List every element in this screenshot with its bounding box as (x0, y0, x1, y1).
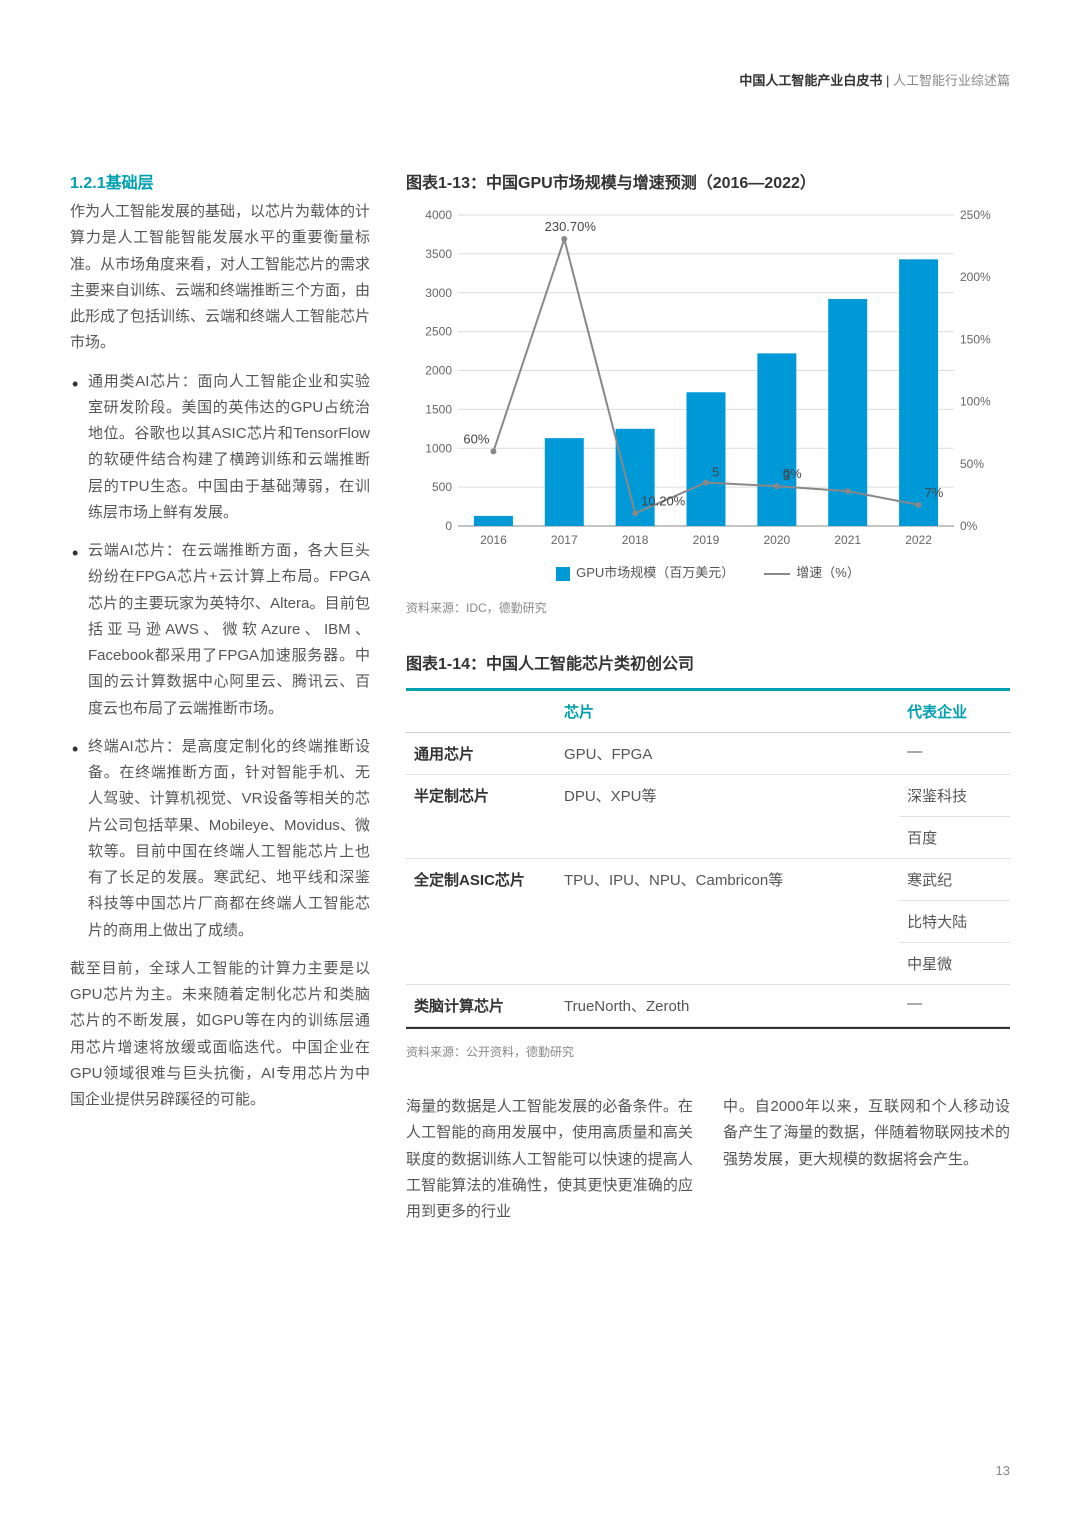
company-cell: 比特大陆 (899, 901, 1010, 943)
chip-table: 芯片代表企业通用芯片GPU、FPGA—半定制芯片DPU、XPU等深鉴科技百度全定… (406, 691, 1010, 1027)
table-header (406, 691, 556, 733)
svg-text:50%: 50% (960, 457, 984, 471)
company-cell: — (899, 733, 1010, 775)
chip-cell: GPU、FPGA (556, 733, 899, 775)
table-bottom-rule (406, 1027, 1010, 1029)
section-heading: 1.2.1基础层 (70, 169, 370, 193)
chart-legend: GPU市场规模（百万美元） 增速（%） (406, 562, 1010, 581)
main-columns: 1.2.1基础层 作为人工智能发展的基础，以芯片为载体的计算力是人工智能智能发展… (70, 169, 1010, 1225)
svg-text:2500: 2500 (425, 325, 452, 339)
bottom-paragraphs: 海量的数据是人工智能发展的必备条件。在人工智能的商用发展中，使用高质量和高关联度… (406, 1094, 1010, 1225)
page: 中国人工智能产业白皮书 | 人工智能行业综述篇 1.2.1基础层 作为人工智能发… (0, 0, 1080, 1265)
svg-text:2020: 2020 (764, 533, 791, 547)
chart-source: 资料来源：IDC，德勤研究 (406, 599, 1010, 616)
svg-text:2016: 2016 (480, 533, 507, 547)
page-number: 13 (996, 1463, 1010, 1478)
right-column: 图表1-13：中国GPU市场规模与增速预测（2016—2022） 0 500 100… (406, 169, 1010, 1225)
intro-paragraph: 作为人工智能发展的基础，以芯片为载体的计算力是人工智能智能发展水平的重要衡量标准… (70, 199, 370, 357)
legend-line: 增速（%） (764, 562, 860, 581)
table-row: 半定制芯片DPU、XPU等深鉴科技 (406, 775, 1010, 817)
bullet-item: 通用类AI芯片：面向人工智能企业和实验室研发阶段。美国的英伟达的GPU占统治地位… (70, 369, 370, 527)
table-row: 类脑计算芯片TrueNorth、Zeroth— (406, 985, 1010, 1027)
company-cell: 深鉴科技 (899, 775, 1010, 817)
chip-cell: DPU、XPU等 (556, 775, 899, 859)
bullet-list: 通用类AI芯片：面向人工智能企业和实验室研发阶段。美国的英伟达的GPU占统治地位… (70, 369, 370, 944)
header-subtitle: 人工智能行业综述篇 (893, 73, 1010, 88)
header-title: 中国人工智能产业白皮书 (739, 73, 882, 88)
svg-text:2019: 2019 (693, 533, 720, 547)
table-source: 资料来源：公开资料，德勤研究 (406, 1043, 1010, 1060)
table-title: 图表1-14：中国人工智能芯片类初创公司 (406, 650, 1010, 674)
svg-text:2021: 2021 (834, 533, 861, 547)
row-label: 半定制芯片 (406, 775, 556, 859)
company-cell: 中星微 (899, 943, 1010, 985)
svg-text:500: 500 (432, 480, 452, 494)
svg-text:150%: 150% (960, 332, 991, 346)
svg-text:250%: 250% (960, 208, 991, 222)
row-label: 通用芯片 (406, 733, 556, 775)
chart-title: 图表1-13：中国GPU市场规模与增速预测（2016—2022） (406, 169, 1010, 193)
row-label: 全定制ASIC芯片 (406, 859, 556, 985)
bullet-item: 云端AI芯片：在云端推断方面，各大巨头纷纷在FPGA芯片+云计算上布局。FPGA… (70, 538, 370, 722)
table-row: 通用芯片GPU、FPGA— (406, 733, 1010, 775)
page-header: 中国人工智能产业白皮书 | 人工智能行业综述篇 (70, 70, 1010, 89)
bottom-right-text: 中。自2000年以来，互联网和个人移动设备产生了海量的数据，伴随着物联网技术的强… (723, 1094, 1010, 1225)
svg-text:60%: 60% (463, 431, 489, 446)
chart-container: 0 500 1000 1500 2000 2500 3000 3500 4000 0% 50% 100… (406, 207, 1010, 581)
company-cell: — (899, 985, 1010, 1027)
svg-text:1000: 1000 (425, 441, 452, 455)
legend-bar: GPU市场规模（百万美元） (556, 562, 734, 581)
company-cell: 百度 (899, 817, 1010, 859)
left-column: 1.2.1基础层 作为人工智能发展的基础，以芯片为载体的计算力是人工智能智能发展… (70, 169, 370, 1225)
svg-text:230.70%: 230.70% (545, 219, 597, 234)
svg-text:100%: 100% (960, 395, 991, 409)
svg-text:2017: 2017 (551, 533, 578, 547)
table-header: 代表企业 (899, 691, 1010, 733)
table-row: 全定制ASIC芯片TPU、IPU、NPU、Cambricon等寒武纪 (406, 859, 1010, 901)
svg-text:1500: 1500 (425, 402, 452, 416)
bullet-item: 终端AI芯片：是高度定制化的终端推断设备。在终端推断方面，针对智能手机、无人驾驶… (70, 734, 370, 944)
svg-text:2022: 2022 (905, 533, 932, 547)
svg-text:0%: 0% (960, 519, 978, 533)
chip-cell: TPU、IPU、NPU、Cambricon等 (556, 859, 899, 985)
svg-text:3: 3 (783, 468, 790, 483)
gpu-chart: 0 500 1000 1500 2000 2500 3000 3500 4000 0% 50% 100… (406, 207, 1006, 552)
svg-text:4000: 4000 (425, 208, 452, 222)
bottom-left-text: 海量的数据是人工智能发展的必备条件。在人工智能的商用发展中，使用高质量和高关联度… (406, 1094, 693, 1225)
chip-cell: TrueNorth、Zeroth (556, 985, 899, 1027)
row-label: 类脑计算芯片 (406, 985, 556, 1027)
svg-text:0: 0 (445, 519, 452, 533)
company-cell: 寒武纪 (899, 859, 1010, 901)
svg-text:10.20%: 10.20% (641, 493, 686, 508)
svg-text:3500: 3500 (425, 247, 452, 261)
svg-text:7%: 7% (925, 485, 944, 500)
svg-text:5: 5 (712, 464, 719, 479)
svg-text:2000: 2000 (425, 364, 452, 378)
table-header: 芯片 (556, 691, 899, 733)
svg-text:200%: 200% (960, 270, 991, 284)
closing-paragraph: 截至目前，全球人工智能的计算力主要是以GPU芯片为主。未来随着定制化芯片和类脑芯… (70, 956, 370, 1114)
svg-text:3000: 3000 (425, 286, 452, 300)
svg-text:2018: 2018 (622, 533, 649, 547)
